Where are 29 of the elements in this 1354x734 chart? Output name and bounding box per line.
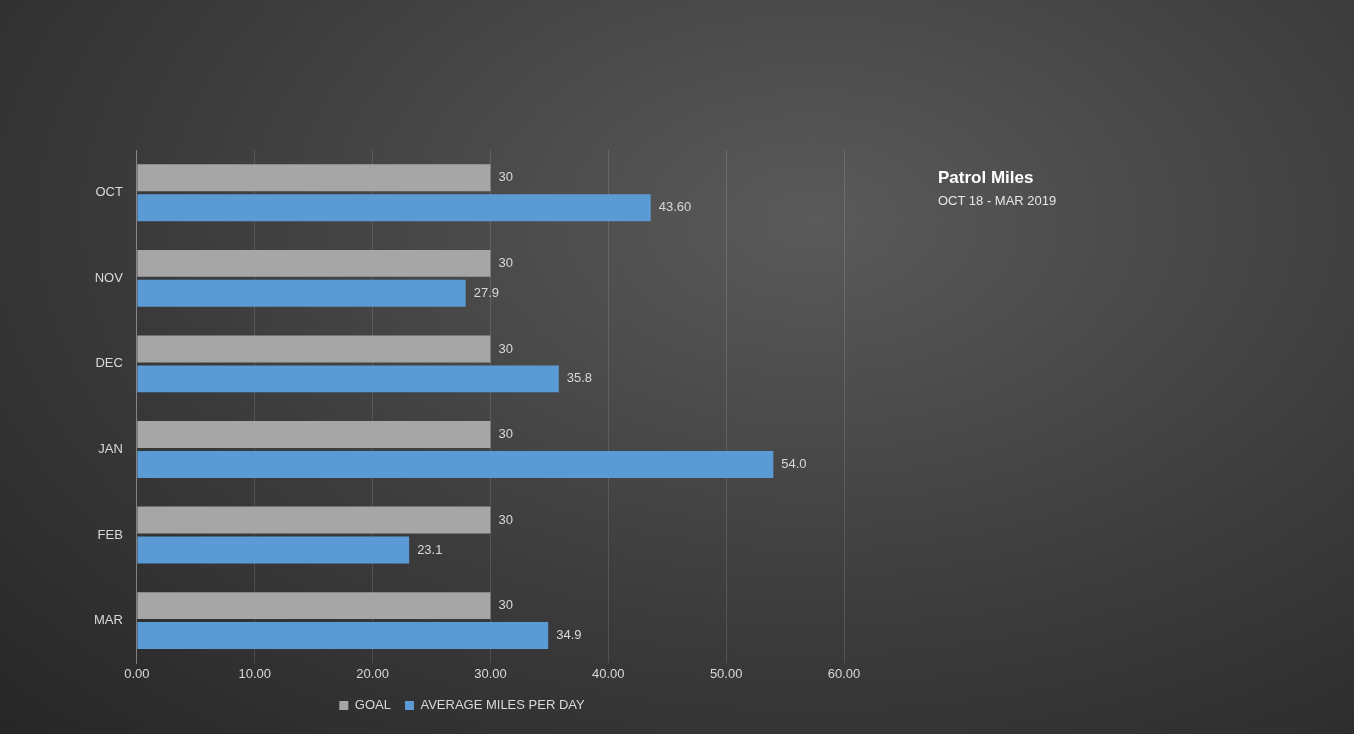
legend-label: GOAL — [354, 697, 391, 713]
x-tick-label: 30.00 — [474, 665, 507, 681]
y-tick-label: OCT — [95, 184, 123, 200]
text: OCT 18 - MAR 2019 — [938, 193, 1057, 208]
data-label: 30 — [498, 511, 513, 527]
x-tick-label: 40.00 — [592, 665, 625, 681]
y-tick-label: MAR — [94, 612, 123, 628]
data-label: 54.0 — [781, 456, 807, 472]
data-label: 30 — [498, 426, 513, 442]
data-label: 30 — [498, 254, 513, 270]
x-tick-label: 0.00 — [124, 665, 150, 681]
data-label: 30 — [498, 597, 513, 613]
data-label: 35.8 — [566, 370, 593, 386]
text: Patrol Miles — [938, 168, 1034, 188]
data-label: 30 — [498, 169, 513, 185]
y-tick-label: NOV — [94, 269, 124, 285]
x-tick-label: 50.00 — [709, 665, 743, 681]
x-tick-label: 60.00 — [827, 665, 861, 681]
y-tick-label: DEC — [95, 355, 123, 371]
legend-label: AVERAGE MILES PER DAY — [420, 697, 586, 713]
y-tick-label: JAN — [98, 441, 123, 457]
y-tick-label: FEB — [97, 526, 123, 542]
data-label: 23.1 — [417, 541, 443, 557]
data-label: 43.60 — [658, 199, 692, 215]
x-tick-label: 20.00 — [356, 665, 389, 681]
x-tick-label: 10.00 — [238, 665, 272, 681]
data-label: 27.9 — [473, 284, 500, 300]
data-label: 34.9 — [556, 627, 582, 643]
data-label: 30 — [498, 340, 513, 356]
